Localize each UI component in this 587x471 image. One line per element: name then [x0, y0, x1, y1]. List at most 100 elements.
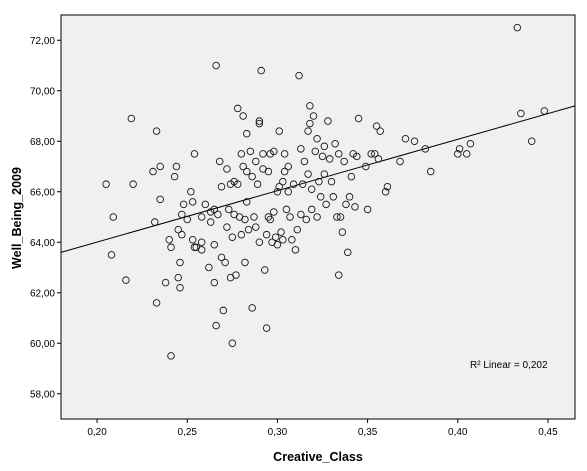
data-point [273, 241, 282, 249]
data-point [284, 162, 292, 171]
data-point [188, 235, 197, 244]
data-point [156, 162, 164, 171]
plot-area [60, 14, 576, 420]
data-point [243, 198, 251, 206]
data-point [291, 246, 300, 254]
data-point [244, 225, 253, 234]
data-point [381, 187, 390, 196]
data-point [320, 170, 329, 178]
data-point [517, 109, 525, 118]
data-point [383, 182, 392, 191]
data-point [313, 134, 321, 143]
data-point [466, 140, 475, 148]
regression-line [60, 105, 576, 253]
data-point [205, 263, 213, 272]
data-point [297, 145, 305, 153]
data-point [152, 127, 161, 135]
data-point [325, 155, 334, 163]
data-point [217, 253, 226, 262]
data-point [347, 172, 356, 181]
data-point [241, 215, 249, 224]
data-point [228, 339, 237, 348]
data-point [187, 187, 195, 196]
data-point [233, 180, 242, 188]
data-point [331, 140, 339, 148]
data-point [221, 258, 229, 267]
x-tick-label: 0,45 [538, 427, 558, 438]
y-tick-label: 72,00 [30, 36, 55, 47]
data-point [223, 165, 231, 173]
data-point [371, 150, 379, 158]
data-point [261, 266, 269, 274]
data-point [304, 127, 312, 135]
data-point [306, 119, 314, 128]
data-point [297, 210, 305, 219]
data-point [252, 223, 260, 231]
data-point [228, 233, 237, 241]
data-point [217, 182, 226, 191]
x-tick-label: 0,35 [358, 427, 378, 438]
data-point [302, 215, 311, 224]
data-point [318, 152, 327, 161]
data-point [309, 112, 318, 120]
data-point [280, 150, 289, 158]
data-point [255, 119, 264, 128]
data-point [172, 162, 181, 171]
data-point [264, 213, 273, 221]
y-tick-label: 58,00 [30, 389, 55, 400]
data-point [286, 213, 294, 221]
data-point [170, 172, 179, 181]
data-point [334, 150, 343, 158]
data-point [401, 134, 410, 143]
y-axis-title: Well_Being_2009 [10, 167, 24, 269]
data-point [351, 203, 359, 211]
data-point [340, 157, 348, 166]
data-point [122, 276, 130, 284]
data-point [463, 150, 471, 158]
data-point [367, 150, 375, 158]
data-point [304, 170, 312, 178]
data-point [246, 147, 255, 156]
data-point [176, 283, 184, 292]
data-point [273, 187, 282, 196]
data-point [527, 137, 536, 145]
data-point [210, 205, 219, 214]
data-point [336, 213, 345, 221]
data-point [197, 238, 206, 246]
data-point [212, 61, 220, 70]
data-point [161, 278, 170, 287]
data-point [257, 66, 265, 75]
data-point [129, 180, 137, 188]
data-point [421, 145, 430, 153]
data-point [224, 205, 233, 214]
data-point [288, 235, 296, 244]
data-point [295, 71, 303, 80]
data-point [252, 157, 260, 166]
data-point [264, 167, 273, 176]
data-point [107, 251, 116, 259]
data-point [363, 205, 372, 214]
data-point [165, 235, 173, 244]
data-point [353, 152, 361, 161]
data-point [362, 162, 370, 171]
data-point [410, 137, 419, 145]
y-tick-label: 62,00 [30, 288, 55, 299]
data-point [374, 155, 383, 163]
data-point [188, 198, 197, 206]
data-point [241, 258, 249, 267]
data-point [255, 117, 264, 125]
data-point [179, 200, 188, 209]
data-point [270, 208, 278, 216]
x-axis: 0,20 0,25 0,30 0,35 0,40 0,45 [87, 419, 558, 438]
data-point [334, 271, 343, 279]
data-point [174, 273, 182, 282]
data-point [279, 177, 287, 186]
data-point [219, 306, 228, 315]
data-point [426, 167, 435, 176]
data-point [275, 182, 283, 191]
data-point [513, 23, 522, 32]
data-point [237, 230, 246, 239]
data-point [454, 150, 462, 158]
data-point [253, 180, 262, 188]
